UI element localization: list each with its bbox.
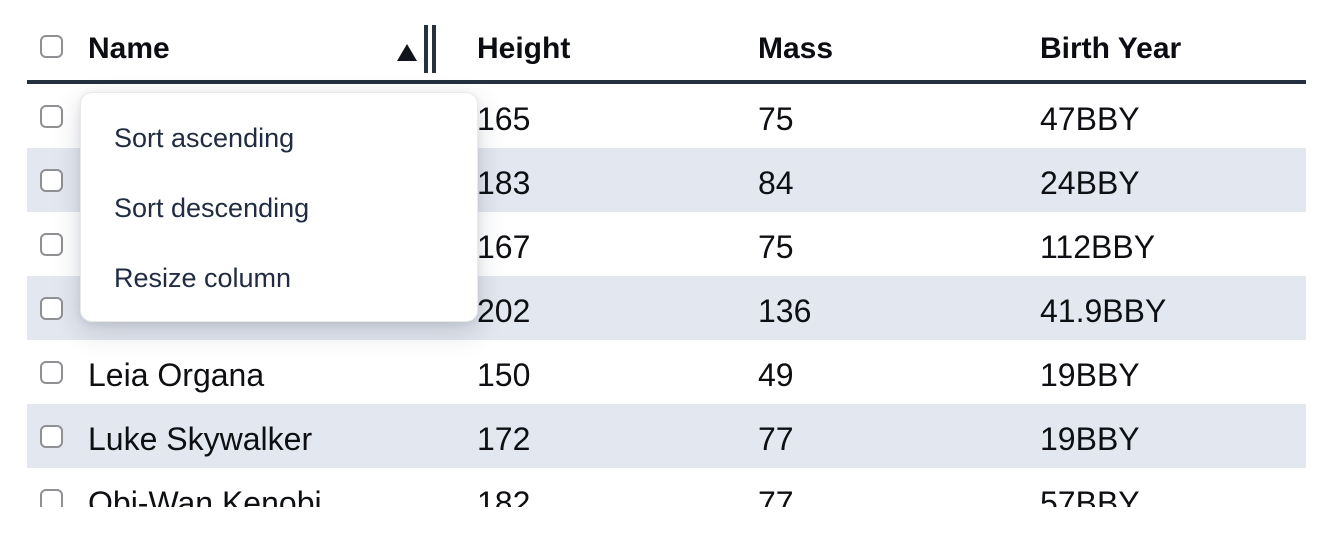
cell-birth-year: 24BBY (1040, 164, 1140, 201)
column-header-name[interactable]: Name (88, 32, 170, 65)
column-resize-handle-icon[interactable] (424, 25, 437, 73)
cell-birth-year: 19BBY (1040, 356, 1140, 393)
cell-birth-year: 57BBY (1040, 484, 1140, 508)
table-row: Luke Skywalker 172 77 19BBY (27, 404, 1306, 468)
cell-height: 165 (477, 100, 531, 137)
column-header-height[interactable]: Height (477, 32, 571, 65)
cell-mass: 77 (758, 420, 794, 457)
row-checkbox[interactable] (40, 424, 63, 448)
cell-name: Leia Organa (88, 356, 265, 393)
row-checkbox[interactable] (40, 168, 63, 192)
select-all-checkbox[interactable] (40, 35, 63, 58)
column-header-birth-year[interactable]: Birth Year (1040, 32, 1182, 65)
row-checkbox[interactable] (40, 296, 63, 320)
row-checkbox[interactable] (40, 232, 63, 256)
table-row: Obi-Wan Kenobi 182 77 57BBY (27, 468, 1306, 507)
cell-name: Luke Skywalker (88, 420, 313, 457)
cell-mass: 77 (758, 484, 794, 508)
cell-height: 172 (477, 420, 531, 457)
column-context-menu: Sort ascending Sort descending Resize co… (80, 92, 478, 322)
cell-mass: 75 (758, 100, 794, 137)
row-checkbox[interactable] (40, 360, 63, 384)
cell-mass: 75 (758, 228, 794, 265)
cell-mass: 136 (758, 292, 812, 329)
menu-item-resize-column[interactable]: Resize column (114, 262, 292, 293)
menu-item-sort-descending[interactable]: Sort descending (114, 192, 310, 223)
cell-height: 202 (477, 292, 531, 329)
cell-birth-year: 19BBY (1040, 420, 1140, 457)
cell-birth-year: 41.9BBY (1040, 292, 1167, 329)
cell-birth-year: 47BBY (1040, 100, 1140, 137)
row-checkbox[interactable] (40, 488, 63, 507)
table-header-row: Name Height Mass Birth Year (27, 0, 1306, 84)
cell-height: 182 (477, 484, 531, 508)
sort-ascending-icon[interactable] (397, 44, 417, 61)
cell-height: 183 (477, 164, 531, 201)
menu-item-sort-ascending[interactable]: Sort ascending (114, 122, 295, 153)
cell-mass: 84 (758, 164, 794, 201)
cell-name: Obi-Wan Kenobi (88, 484, 322, 508)
column-header-mass[interactable]: Mass (758, 32, 834, 65)
row-checkbox[interactable] (40, 104, 63, 128)
table-row: Leia Organa 150 49 19BBY (27, 340, 1306, 404)
cell-mass: 49 (758, 356, 794, 393)
cell-birth-year: 112BBY (1040, 228, 1156, 265)
cell-height: 150 (477, 356, 531, 393)
select-all-cell (27, 35, 88, 63)
cell-height: 167 (477, 228, 531, 265)
